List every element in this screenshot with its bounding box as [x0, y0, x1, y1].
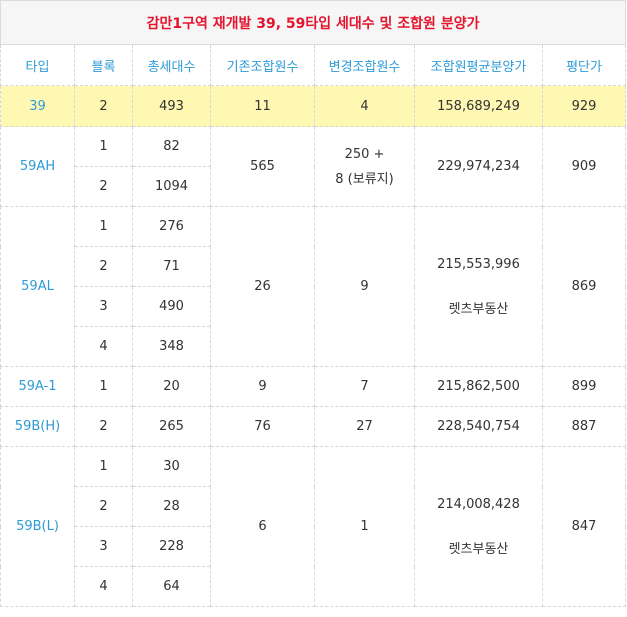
member-avg-price-value: 158,689,249: [437, 98, 520, 114]
block-cell: 2: [74, 246, 133, 287]
table-row: 59AL 1 276 26 9 215,553,996 렛츠부동산 869: [0, 206, 627, 367]
header-total-units: 총세대수: [132, 44, 211, 86]
changed-members-cell: 7: [314, 366, 415, 407]
units-cell: 20: [132, 366, 211, 407]
changed-members-value: 4: [360, 98, 369, 114]
member-avg-price-cell: 158,689,249: [414, 85, 543, 127]
block-cell: 1: [74, 126, 133, 167]
header-existing-members: 기존조합원수: [210, 44, 315, 86]
changed-members-cell: 9: [314, 206, 415, 367]
units-cell: 71: [132, 246, 211, 287]
member-avg-price-cell: 228,540,754: [414, 406, 543, 447]
type-cell: 59B(H): [0, 406, 75, 447]
table-row: 39 2 493 11 4 158,689,249 929: [0, 85, 627, 127]
existing-members-cell: 26: [210, 206, 315, 367]
changed-members-cell: 1: [314, 446, 415, 607]
units-cell: 348: [132, 326, 211, 367]
table-row: 59A-1 1 20 9 7 215,862,500 899: [0, 366, 627, 407]
type-cell: 59AL: [0, 206, 75, 367]
units-cell: 490: [132, 286, 211, 327]
block-cell: 3: [74, 526, 133, 567]
table-row: 4 64: [1, 566, 626, 607]
existing-members-cell: 9: [210, 366, 315, 407]
table-row: 59AH 1 82 565 250 + 8 (보류지) 229,974,234 909: [0, 126, 627, 207]
watermark-text: 렛츠부동산: [448, 541, 509, 557]
price-per-pyeong-cell: 899: [541, 366, 627, 407]
member-avg-price-value: 215,862,500: [437, 379, 520, 394]
header-price-per-pyeong: 평단가: [541, 44, 627, 86]
changed-members-value: 7: [360, 379, 369, 394]
table-row: 59B(L) 1 30 6 1 214,008,428 렛츠부동산 847: [0, 446, 627, 607]
price-per-pyeong-cell: 869: [541, 206, 627, 367]
block-cell: 1: [74, 446, 133, 487]
changed-members-cell: 27: [314, 406, 415, 447]
table-row: 3 228: [1, 526, 626, 567]
member-avg-price-value: 228,540,754: [437, 419, 520, 434]
table-row: 2 71: [1, 246, 626, 287]
member-avg-price-cell: 215,862,500: [414, 366, 543, 407]
member-avg-price-value: 229,974,234: [437, 159, 520, 174]
table-row: 3 490: [1, 286, 626, 327]
header-type: 타입: [0, 44, 75, 86]
existing-members-cell: 76: [210, 406, 315, 447]
table-row: 2 28: [1, 486, 626, 527]
header-member-avg-price: 조합원평균분양가: [414, 44, 543, 86]
block-cell: 2: [74, 166, 133, 207]
price-per-pyeong-cell: 929: [541, 85, 627, 127]
type-cell: 39: [0, 85, 75, 127]
member-avg-price-value: 215,553,996: [437, 256, 520, 272]
block-cell: 3: [74, 286, 133, 327]
existing-members-cell: 565: [210, 126, 315, 207]
member-avg-price-value: 214,008,428: [437, 496, 520, 512]
type-cell: 59AH: [0, 126, 75, 207]
changed-members-value: 250 +: [344, 146, 385, 162]
watermark-text: 렛츠부동산: [448, 301, 509, 317]
units-cell: 64: [132, 566, 211, 607]
units-cell: 276: [132, 206, 211, 247]
block-cell: 2: [74, 85, 133, 127]
price-per-pyeong-cell: 887: [541, 406, 627, 447]
units-cell: 493: [132, 85, 211, 127]
block-cell: 2: [74, 406, 133, 447]
changed-members-cell: 4: [314, 85, 415, 127]
block-cell: 4: [74, 326, 133, 367]
type-cell: 59A-1: [0, 366, 75, 407]
block-cell: 4: [74, 566, 133, 607]
units-cell: 228: [132, 526, 211, 567]
changed-members-value: 9: [360, 279, 369, 294]
changed-members-value: 27: [356, 419, 373, 434]
existing-members-cell: 11: [210, 85, 315, 127]
units-cell: 1094: [132, 166, 211, 207]
units-cell: 82: [132, 126, 211, 167]
block-cell: 2: [74, 486, 133, 527]
changed-members-value: 1: [360, 519, 369, 534]
existing-members-cell: 6: [210, 446, 315, 607]
table-row: 2 1094: [1, 166, 626, 207]
member-avg-price-cell: 215,553,996 렛츠부동산: [414, 206, 543, 367]
member-avg-price-cell: 229,974,234: [414, 126, 543, 207]
changed-members-note: 8 (보류지): [335, 171, 394, 187]
type-cell: 59B(L): [0, 446, 75, 607]
block-cell: 1: [74, 206, 133, 247]
block-cell: 1: [74, 366, 133, 407]
units-cell: 265: [132, 406, 211, 447]
changed-members-cell: 250 + 8 (보류지): [314, 126, 415, 207]
table-row: 59B(H) 2 265 76 27 228,540,754 887: [0, 406, 627, 447]
table-title: 감만1구역 재개발 39, 59타입 세대수 및 조합원 분양가: [0, 0, 627, 45]
header-block: 블록: [74, 44, 133, 86]
member-avg-price-cell: 214,008,428 렛츠부동산: [414, 446, 543, 607]
units-cell: 28: [132, 486, 211, 527]
price-per-pyeong-cell: 847: [541, 446, 627, 607]
units-cell: 30: [132, 446, 211, 487]
table-row: 4 348: [1, 326, 626, 367]
price-per-pyeong-cell: 909: [541, 126, 627, 207]
header-changed-members: 변경조합원수: [314, 44, 415, 86]
